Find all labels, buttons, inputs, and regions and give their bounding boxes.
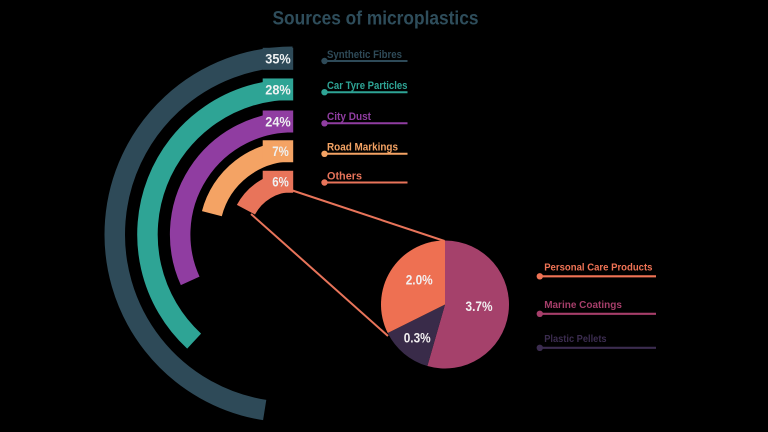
svg-text:City Dust: City Dust	[327, 111, 371, 123]
svg-text:Synthetic Fibres: Synthetic Fibres	[327, 49, 402, 61]
svg-text:2.0%: 2.0%	[406, 272, 433, 288]
svg-text:Marine Coatings: Marine Coatings	[544, 299, 622, 311]
svg-text:28%: 28%	[265, 81, 291, 97]
svg-text:Others: Others	[327, 171, 362, 183]
svg-text:Plastic Pellets: Plastic Pellets	[544, 333, 607, 345]
svg-text:Car Tyre Particles: Car Tyre Particles	[327, 80, 408, 92]
svg-text:7%: 7%	[272, 143, 289, 159]
svg-text:6%: 6%	[272, 174, 289, 190]
svg-text:24%: 24%	[265, 113, 291, 129]
svg-text:3.7%: 3.7%	[466, 298, 493, 314]
svg-text:Personal Care Products: Personal Care Products	[544, 262, 652, 274]
svg-text:35%: 35%	[265, 51, 291, 67]
svg-text:0.3%: 0.3%	[404, 330, 431, 346]
svg-text:Sources of microplastics: Sources of microplastics	[273, 9, 479, 30]
svg-text:Road Markings: Road Markings	[327, 142, 398, 154]
